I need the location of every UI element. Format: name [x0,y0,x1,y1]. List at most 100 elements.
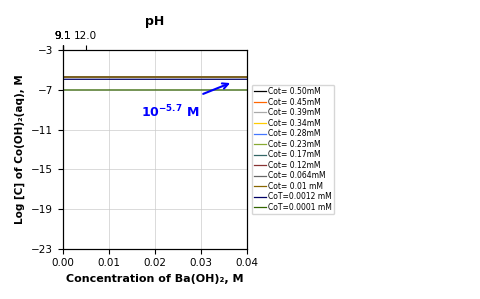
Cot= 0.12mM [220,75,226,79]
Cot= 0.01 mM [138,75,144,79]
Cot= 0.12mM [81,75,86,79]
CoT=0.0001 mM [244,88,250,92]
CoT=0.0001 mM [81,88,86,92]
Legend: Cot= 0.50mM, Cot= 0.45mM, Cot= 0.39mM, Cot= 0.34mM, Cot= 0.28mM, Cot= 0.23mM, Co: Cot= 0.50mM, Cot= 0.45mM, Cot= 0.39mM, C… [252,85,334,214]
Cot= 0.50mM [138,75,144,79]
Cot= 0.34mM [60,75,65,79]
Cot= 0.39mM [130,75,136,79]
Line: Cot= 0.34mM: Cot= 0.34mM [62,77,247,188]
Line: Cot= 0.28mM: Cot= 0.28mM [62,77,247,189]
Cot= 0.23mM [60,75,65,79]
Cot= 0.50mM [92,75,97,79]
Cot= 0.34mM [81,75,86,79]
Cot= 0.45mM [240,75,246,79]
Line: Cot= 0.01 mM: Cot= 0.01 mM [62,77,247,203]
Line: Cot= 0.064mM: Cot= 0.064mM [62,77,247,195]
CoT=0.0012 mM [220,77,226,81]
Cot= 0.28mM [240,75,246,79]
Cot= 0.45mM [138,75,144,79]
CoT=0.0001 mM [220,88,226,92]
Cot= 0.01 mM [220,75,226,79]
CoT=0.0012 mM [138,77,144,81]
Y-axis label: Log [C] of Co(OH)₂(aq), M: Log [C] of Co(OH)₂(aq), M [15,75,25,224]
Cot= 0.50mM [220,75,226,79]
Cot= 0.28mM [244,75,250,79]
Text: $\mathbf{10^{-5.7}}$ M: $\mathbf{10^{-5.7}}$ M [141,104,199,121]
Cot= 0.23mM [130,75,136,79]
Line: Cot= 0.45mM: Cot= 0.45mM [62,77,247,187]
Cot= 0.064mM [130,75,136,79]
Cot= 0.12mM [60,75,65,79]
Cot= 0.39mM [60,185,65,189]
Cot= 0.39mM [138,75,144,79]
Cot= 0.23mM [60,188,65,191]
Cot= 0.28mM [92,75,97,79]
CoT=0.0012 mM [92,77,97,81]
Cot= 0.39mM [244,75,250,79]
Cot= 0.39mM [220,75,226,79]
Cot= 0.01 mM [60,201,65,205]
Cot= 0.45mM [92,75,97,79]
Cot= 0.45mM [60,75,65,79]
Cot= 0.45mM [244,75,250,79]
Cot= 0.17mM [240,75,246,79]
Line: Cot= 0.39mM: Cot= 0.39mM [62,77,247,187]
CoT=0.0012 mM [244,77,250,81]
Cot= 0.064mM [138,75,144,79]
Cot= 0.17mM [130,75,136,79]
Cot= 0.23mM [138,75,144,79]
Cot= 0.39mM [60,75,65,79]
Cot= 0.064mM [81,75,86,79]
Cot= 0.12mM [240,75,246,79]
Cot= 0.23mM [92,75,97,79]
Line: CoT=0.0001 mM: CoT=0.0001 mM [62,90,247,223]
Cot= 0.34mM [138,75,144,79]
Cot= 0.34mM [130,75,136,79]
Cot= 0.064mM [92,75,97,79]
Cot= 0.50mM [60,184,65,188]
Cot= 0.34mM [240,75,246,79]
Cot= 0.28mM [220,75,226,79]
Cot= 0.12mM [130,75,136,79]
Cot= 0.50mM [81,75,86,79]
Cot= 0.34mM [60,186,65,190]
Cot= 0.01 mM [81,75,86,79]
Cot= 0.17mM [220,75,226,79]
Cot= 0.50mM [244,75,250,79]
CoT=0.0001 mM [240,88,246,92]
Cot= 0.28mM [60,187,65,190]
Cot= 0.28mM [130,75,136,79]
Cot= 0.12mM [244,75,250,79]
Cot= 0.45mM [60,185,65,188]
Cot= 0.17mM [244,75,250,79]
Cot= 0.34mM [244,75,250,79]
Cot= 0.17mM [138,75,144,79]
Cot= 0.064mM [220,75,226,79]
Cot= 0.064mM [240,75,246,79]
Cot= 0.34mM [92,75,97,79]
Cot= 0.01 mM [60,75,65,79]
Cot= 0.28mM [138,75,144,79]
CoT=0.0012 mM [81,77,86,81]
Cot= 0.50mM [60,75,65,79]
Cot= 0.01 mM [244,75,250,79]
Line: Cot= 0.17mM: Cot= 0.17mM [62,77,247,191]
Cot= 0.064mM [244,75,250,79]
CoT=0.0012 mM [240,77,246,81]
Cot= 0.45mM [81,75,86,79]
Cot= 0.17mM [60,189,65,193]
Cot= 0.12mM [138,75,144,79]
Cot= 0.45mM [220,75,226,79]
Line: Cot= 0.50mM: Cot= 0.50mM [62,77,247,186]
Cot= 0.064mM [60,193,65,197]
Cot= 0.01 mM [92,75,97,79]
Cot= 0.01 mM [240,75,246,79]
CoT=0.0012 mM [130,77,136,81]
Line: Cot= 0.23mM: Cot= 0.23mM [62,77,247,190]
Cot= 0.23mM [240,75,246,79]
Cot= 0.39mM [92,75,97,79]
Cot= 0.39mM [240,75,246,79]
Cot= 0.17mM [92,75,97,79]
Cot= 0.45mM [130,75,136,79]
CoT=0.0012 mM [60,210,65,214]
